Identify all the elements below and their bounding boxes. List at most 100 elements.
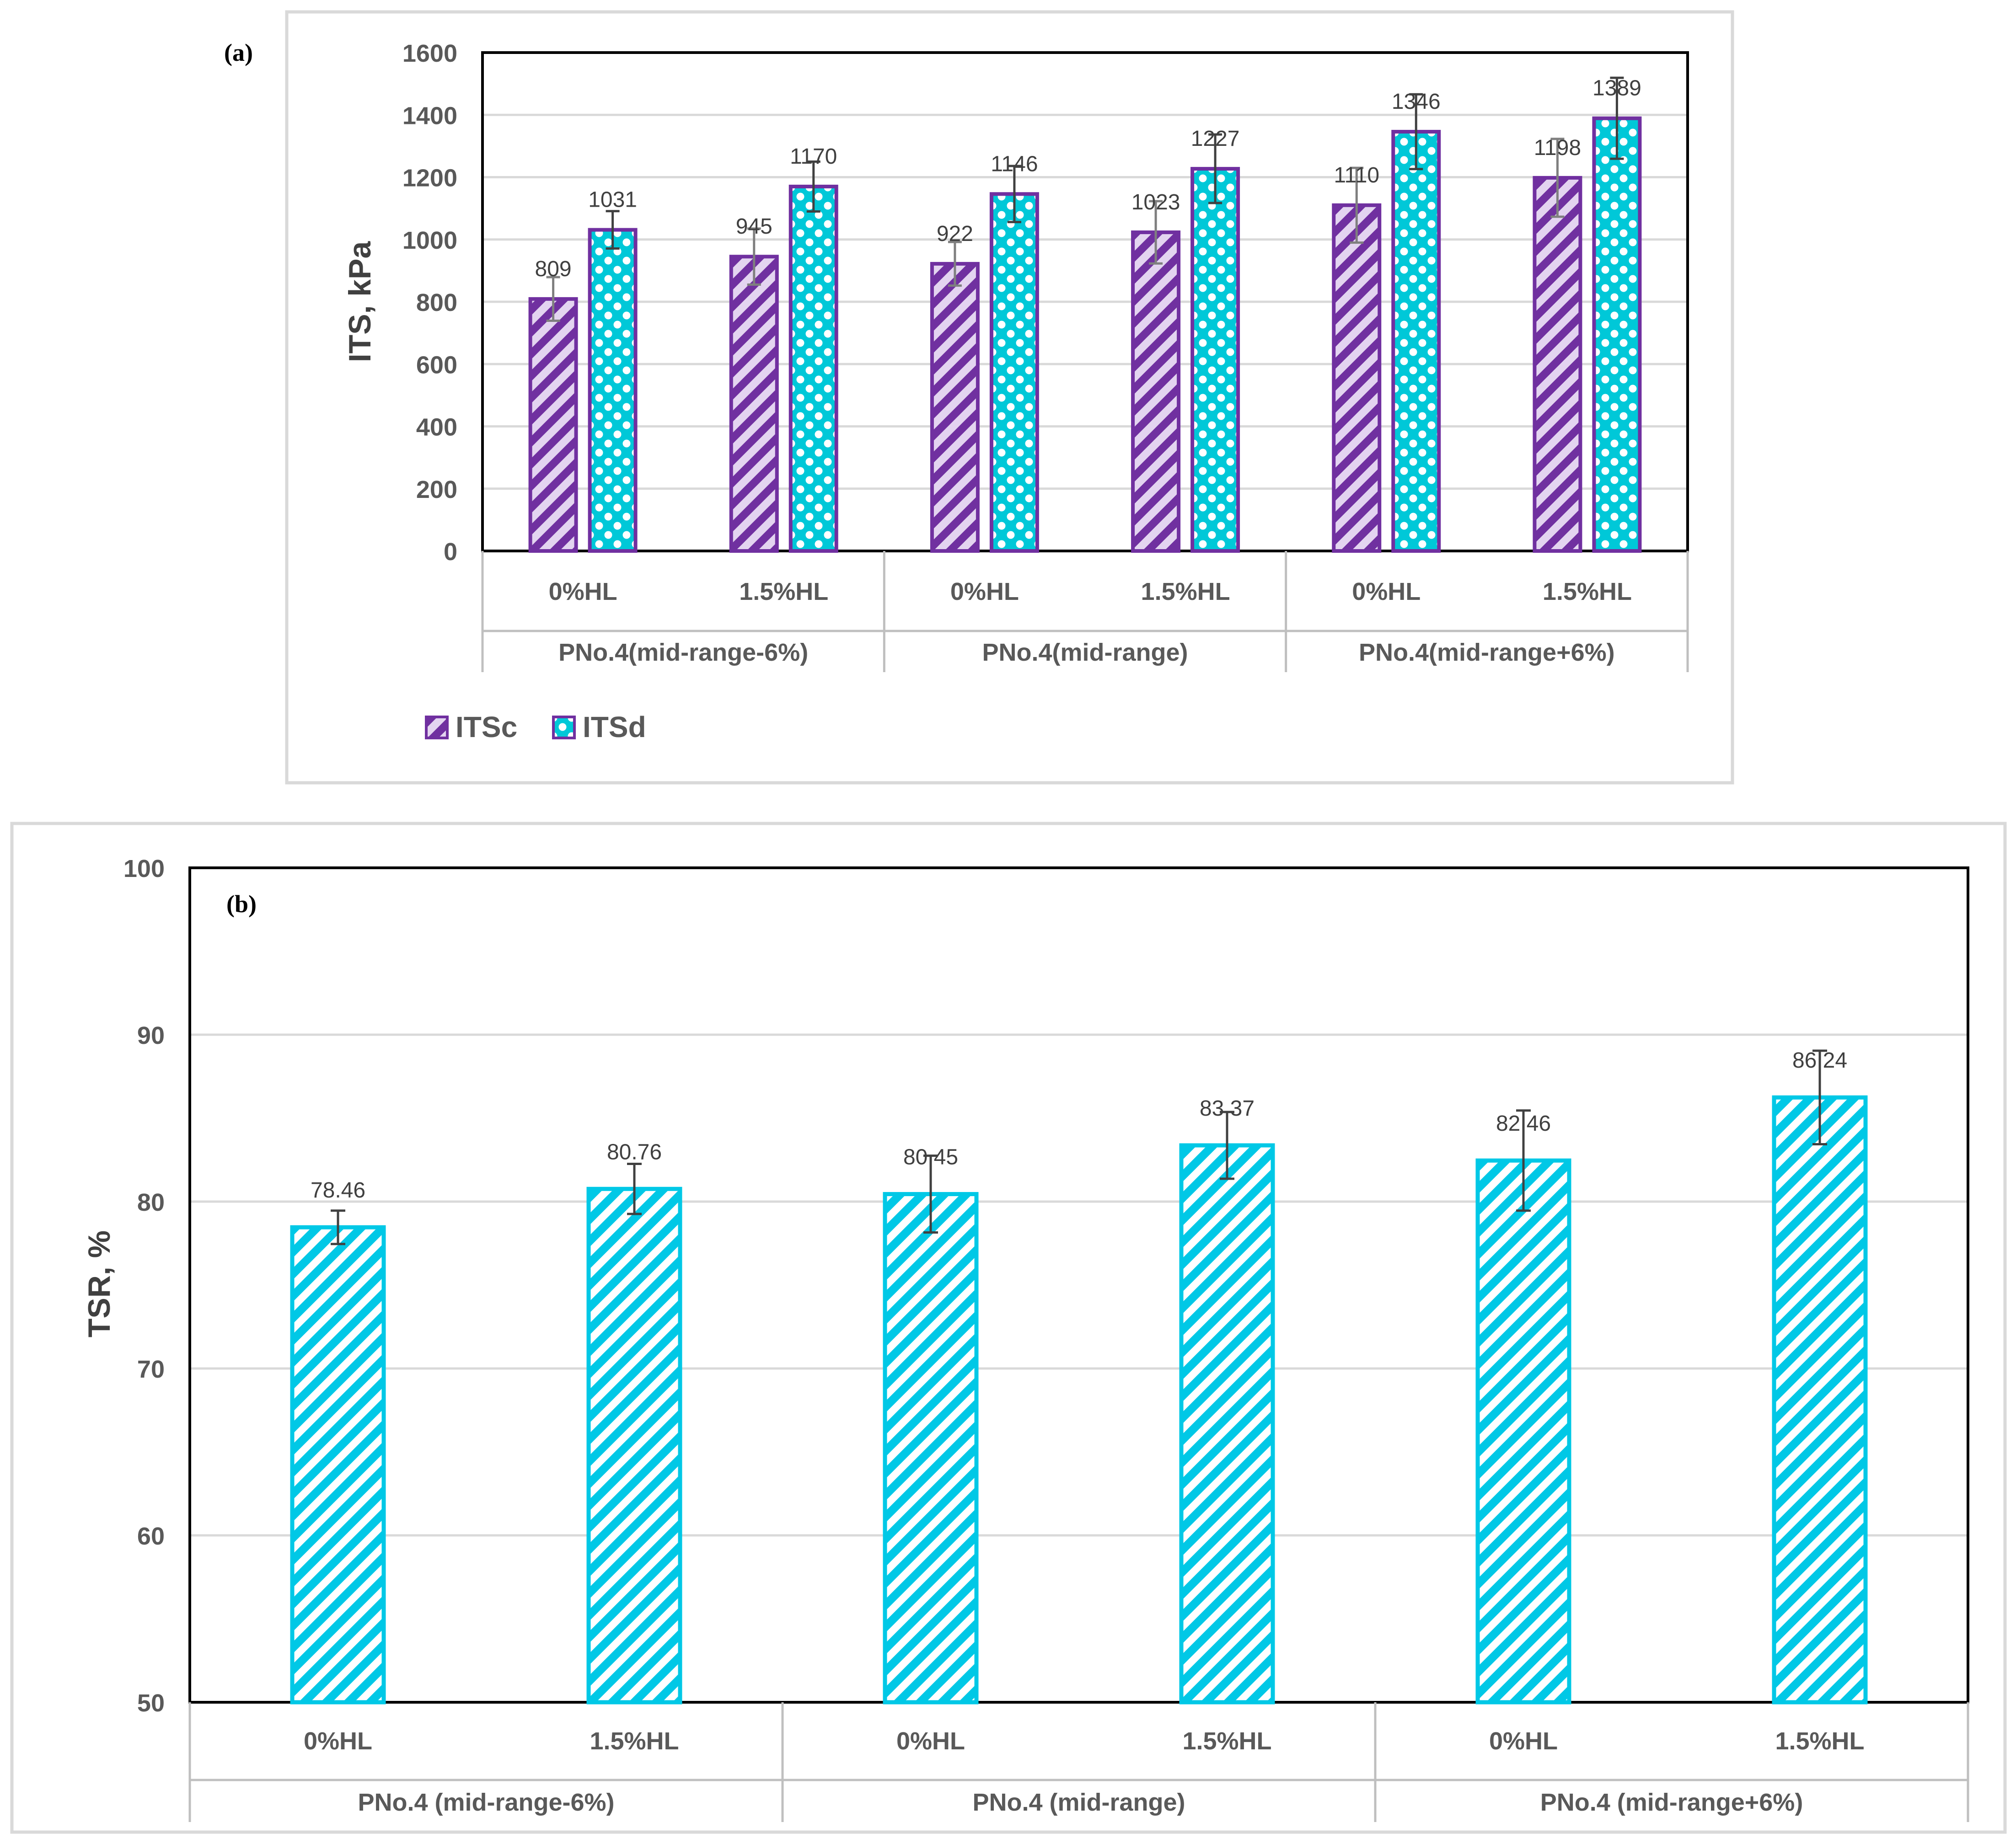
y-tick-label-b: 90 (137, 1022, 165, 1049)
error-bar-a (546, 276, 560, 322)
error-bar-a (1208, 133, 1222, 204)
y-tick-label-a: 800 (416, 289, 457, 316)
y-tick-label-a: 0 (444, 538, 457, 566)
x-tick-label-a: 0%HL (1352, 578, 1421, 605)
data-label-tsr: 80.76 (607, 1140, 662, 1164)
error-bar-b (923, 1155, 938, 1234)
data-label-itsd: 1170 (790, 144, 837, 169)
data-label-itsd: 1031 (588, 188, 637, 212)
y-tick-label-a: 1000 (402, 227, 457, 254)
bar-tsr (586, 1187, 682, 1705)
bar-itsd (788, 184, 838, 553)
error-bar-a (948, 241, 962, 287)
y-tick-label-b: 100 (123, 855, 165, 882)
error-bar-a (1550, 138, 1565, 218)
error-bar-a (1409, 93, 1423, 171)
bar-itsd (588, 228, 638, 553)
data-label-tsr: 78.46 (311, 1178, 365, 1203)
legend-swatch-itsd (552, 716, 576, 739)
x-tick-label-b: 1.5%HL (1182, 1727, 1271, 1755)
y-tick-label-a: 1600 (402, 40, 457, 67)
bar-itsd (1391, 130, 1441, 553)
x-tick-label-a: 1.5%HL (1543, 578, 1632, 605)
bar-itsc (1533, 176, 1582, 553)
y-axis-label-b: TSR, % (82, 1230, 117, 1337)
x-tick-label-b: 0%HL (304, 1727, 372, 1755)
y-tick-label-a: 200 (416, 476, 457, 503)
plot-area-b (188, 866, 1969, 1704)
error-bar-b (1516, 1109, 1531, 1212)
data-label-tsr: 86.24 (1792, 1048, 1847, 1073)
panel-b-label: (b) (226, 890, 257, 918)
panel-a: (a) 0 200 400 600 800 1000 1200 1400 1600 ITS, k… (224, 10, 1734, 785)
error-bar-a (606, 210, 620, 250)
data-label-itsc: 1198 (1534, 136, 1581, 160)
data-label-itsd: 1227 (1191, 127, 1240, 151)
data-label-tsr: 82.46 (1496, 1112, 1551, 1136)
data-label-tsr: 83.37 (1200, 1096, 1255, 1121)
y-tick-label-a: 1400 (402, 102, 457, 129)
bar-tsr (290, 1225, 386, 1705)
error-bar-a (1149, 200, 1163, 265)
y-tick-label-b: 50 (137, 1689, 165, 1717)
group-label-b: PNo.4 (mid-range-6%) (358, 1789, 614, 1816)
legend-swatch-itsc (425, 716, 449, 739)
group-label-b: PNo.4 (mid-range+6%) (1540, 1789, 1803, 1816)
error-bar-b (627, 1163, 642, 1215)
error-bar-a (1610, 76, 1624, 160)
error-bar-a (747, 227, 761, 286)
error-bar-b (1220, 1111, 1234, 1180)
x-tick-label-a: 0%HL (549, 578, 617, 605)
error-bar-a (1007, 165, 1021, 224)
x-tick-label-a: 1.5%HL (1141, 578, 1230, 605)
error-bar-b (1812, 1049, 1827, 1145)
bar-tsr (883, 1192, 979, 1705)
panel-b: (b) 50 60 70 80 90 100 TSR, % 78.46 80.76 80.45… (10, 822, 2007, 1834)
y-tick-label-a: 400 (416, 414, 457, 441)
data-label-itsc: 809 (535, 257, 572, 281)
data-label-itsd: 1389 (1592, 76, 1641, 101)
bar-itsc (1332, 203, 1382, 553)
y-tick-label-a: 600 (416, 351, 457, 379)
x-tick-label-b: 1.5%HL (590, 1727, 679, 1755)
x-tick-label-b: 1.5%HL (1775, 1727, 1864, 1755)
y-tick-label-b: 70 (137, 1356, 165, 1383)
data-label-itsc: 945 (736, 214, 772, 239)
data-label-itsc: 1110 (1334, 163, 1379, 187)
bar-itsc (729, 255, 779, 553)
bar-tsr (1475, 1158, 1571, 1705)
bar-itsd (989, 192, 1039, 553)
data-label-itsd: 1146 (991, 152, 1038, 176)
error-bar-a (806, 160, 820, 213)
group-label-a: PNo.4(mid-range+6%) (1359, 639, 1615, 666)
bar-itsc (1131, 230, 1181, 553)
error-bar-a (1350, 166, 1364, 244)
panel-a-label: (a) (224, 39, 253, 66)
bar-itsd (1592, 116, 1642, 553)
x-tick-label-b: 0%HL (1489, 1727, 1558, 1755)
bar-itsc (930, 262, 980, 553)
x-tick-label-a: 1.5%HL (739, 578, 828, 605)
y-tick-label-a: 1200 (402, 165, 457, 192)
bar-itsd (1190, 167, 1240, 553)
error-bar-b (331, 1209, 345, 1245)
bar-tsr (1179, 1143, 1275, 1705)
group-label-a: PNo.4(mid-range-6%) (558, 639, 808, 666)
data-label-tsr: 80.45 (903, 1145, 958, 1170)
group-label-b: PNo.4 (mid-range) (972, 1789, 1185, 1816)
x-tick-label-b: 0%HL (896, 1727, 965, 1755)
data-label-itsc: 1023 (1131, 190, 1180, 214)
legend-label-itsc: ITSc (456, 711, 517, 743)
bar-tsr (1772, 1095, 1868, 1705)
y-tick-label-b: 60 (137, 1523, 165, 1550)
plot-area-a (481, 51, 1689, 552)
group-label-a: PNo.4(mid-range) (982, 639, 1188, 666)
legend-a: ITSc ITSd (425, 711, 646, 743)
data-label-itsd: 1346 (1392, 90, 1441, 114)
legend-label-itsd: ITSd (583, 711, 646, 743)
y-tick-label-b: 80 (137, 1189, 165, 1216)
y-axis-label-a: ITS, kPa (343, 241, 377, 363)
data-label-itsc: 922 (937, 222, 973, 246)
bar-itsc (528, 297, 578, 553)
